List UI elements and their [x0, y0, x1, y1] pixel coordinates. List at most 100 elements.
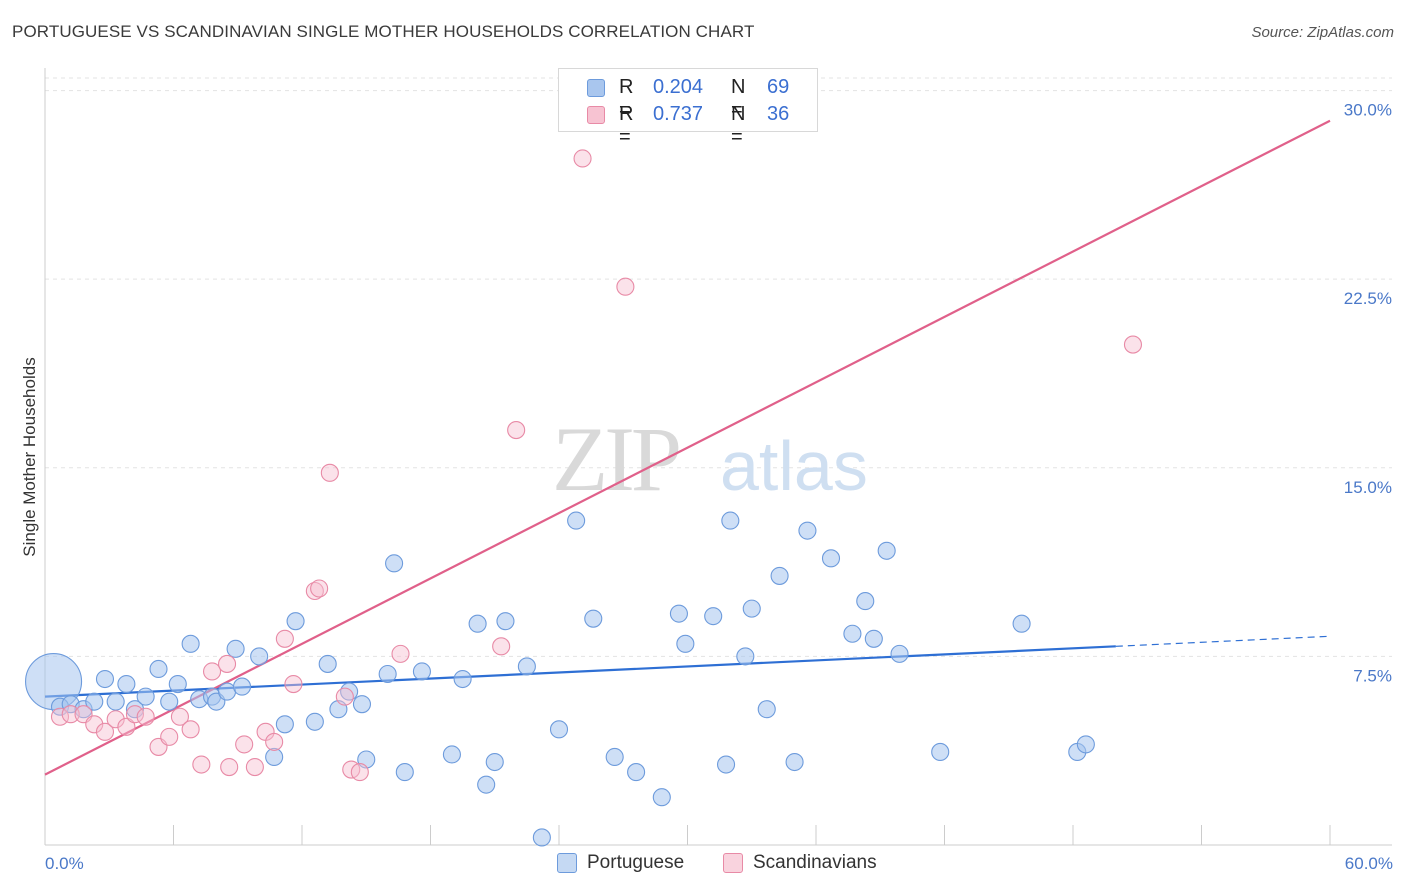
scandinavian-point: [573, 149, 592, 168]
portuguese-point: [821, 549, 841, 568]
regression-lines: [44, 119, 1331, 776]
y-axis-label: Single Mother Households: [20, 357, 39, 556]
portuguese-point: [1076, 735, 1095, 754]
portuguese-point: [95, 669, 115, 689]
portuguese-point: [275, 715, 294, 734]
scandinavian-point: [192, 755, 211, 774]
portuguese-point: [770, 566, 789, 585]
scandinavian-point: [335, 687, 354, 706]
x-tick-label-min: 0.0%: [45, 854, 84, 873]
portuguese-point: [217, 682, 237, 701]
portuguese-point: [532, 828, 551, 847]
portuguese-point: [584, 609, 603, 628]
n-value: 36: [767, 103, 790, 125]
data-points: [25, 149, 1143, 847]
scandinavian-trendline: [44, 119, 1331, 776]
portuguese-point: [742, 599, 761, 618]
portuguese-point: [318, 654, 337, 673]
scandinavian-point: [125, 705, 144, 724]
stats-legend: R = 0.204 N = 69 R = 0.737 N = 36: [558, 68, 818, 148]
portuguese-point: [736, 647, 755, 666]
scandinavian-point: [217, 654, 237, 673]
scandinavian-point: [160, 727, 179, 746]
scandinavian-point: [507, 421, 526, 440]
scandinavian-swatch: [587, 106, 605, 124]
scandinavian-point: [235, 735, 254, 754]
portuguese-point: [890, 644, 909, 663]
portuguese-point: [843, 624, 862, 643]
x-tick-label-max: 60.0%: [1345, 854, 1393, 873]
scandinavian-point: [1123, 335, 1143, 354]
tick-labels: 7.5% 15.0% 22.5% 30.0% 0.0% 60.0%: [45, 101, 1393, 873]
portuguese-point: [877, 541, 896, 560]
portuguese-point: [605, 747, 624, 767]
portuguese-point: [785, 752, 804, 772]
scandinavian-point: [95, 722, 115, 741]
y-tick-label: 15.0%: [1344, 478, 1392, 497]
portuguese-point: [669, 604, 688, 623]
r-label: R =: [619, 103, 634, 148]
portuguese-point: [136, 687, 155, 706]
axes: [44, 68, 1392, 846]
y-tick-label: 22.5%: [1344, 289, 1392, 308]
portuguese-point: [1012, 614, 1031, 633]
portuguese-point: [757, 700, 776, 719]
scandinavian-point: [275, 629, 294, 648]
watermark-zip: ZIP: [552, 408, 679, 510]
portuguese-point: [453, 669, 472, 689]
portuguese-point: [250, 647, 269, 666]
portuguese-point: [395, 763, 414, 782]
portuguese-trendline-extension: [1115, 635, 1331, 647]
portuguese-point: [567, 511, 586, 530]
y-tick-label: 7.5%: [1353, 666, 1392, 685]
scandinavian-legend-swatch: [723, 853, 743, 873]
scandinavian-point: [310, 579, 329, 598]
portuguese-point: [442, 745, 461, 764]
scandinavian-point: [170, 707, 189, 726]
scandinavian-point: [492, 637, 511, 656]
portuguese-point: [160, 692, 179, 711]
portuguese-point: [485, 752, 504, 772]
r-value: 0.204: [653, 76, 704, 98]
scandinavian-point: [136, 707, 155, 726]
portuguese-point: [549, 720, 569, 739]
scandinavian-point: [85, 715, 104, 734]
portuguese-point: [856, 592, 875, 611]
scandinavian-point: [203, 662, 222, 681]
portuguese-legend-label: Portuguese: [587, 852, 685, 873]
n-label: N =: [731, 103, 746, 148]
portuguese-point: [931, 742, 950, 762]
portuguese-point: [468, 614, 487, 633]
portuguese-point: [117, 675, 136, 694]
portuguese-point: [477, 775, 496, 794]
portuguese-point: [149, 659, 168, 679]
portuguese-point: [232, 677, 252, 696]
portuguese-point: [716, 755, 736, 774]
portuguese-point: [864, 629, 883, 648]
portuguese-point: [352, 695, 372, 714]
scandinavian-point: [265, 732, 284, 751]
portuguese-point: [85, 692, 104, 711]
scandinavian-point: [284, 675, 303, 694]
scandinavian-legend-label: Scandinavians: [753, 852, 877, 873]
portuguese-point: [125, 700, 144, 719]
portuguese-point: [286, 612, 305, 631]
portuguese-point: [652, 788, 671, 807]
scandinavian-point: [245, 757, 264, 777]
portuguese-point: [517, 657, 536, 676]
scandinavian-point: [220, 757, 239, 777]
portuguese-point: [265, 747, 284, 767]
portuguese-point: [721, 511, 740, 530]
scandinavian-point: [117, 717, 136, 736]
r-label: R =: [619, 76, 634, 121]
portuguese-point: [798, 521, 817, 540]
scandinavian-point: [391, 644, 410, 663]
portuguese-point: [305, 712, 324, 731]
portuguese-point: [378, 664, 397, 684]
portuguese-point: [385, 554, 404, 573]
portuguese-swatch: [587, 79, 605, 97]
portuguese-point: [627, 763, 646, 782]
portuguese-point: [676, 634, 695, 653]
n-value: 69: [767, 76, 790, 98]
